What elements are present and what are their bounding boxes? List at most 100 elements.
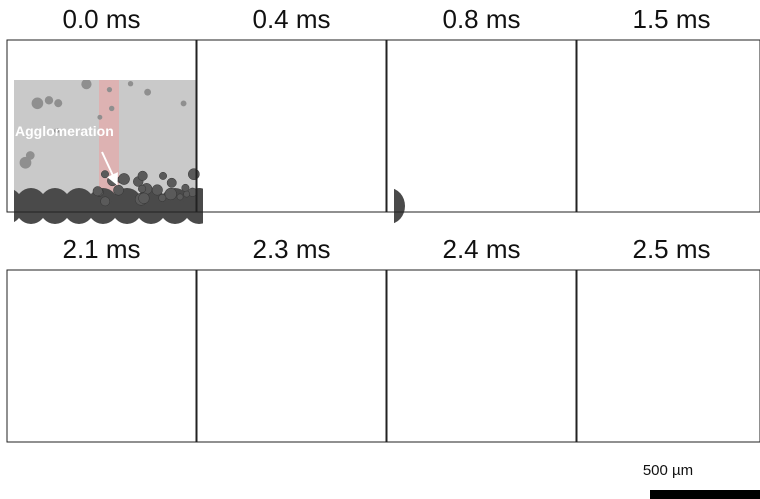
particle — [286, 54, 293, 61]
background — [197, 40, 386, 212]
panel-border — [386, 39, 577, 213]
powder-bed — [229, 418, 261, 454]
powder — [366, 193, 374, 201]
panel: Motion blur — [561, 270, 760, 454]
powder — [164, 187, 177, 201]
particle — [109, 105, 115, 112]
powder — [536, 187, 544, 195]
powder — [688, 400, 695, 407]
powder — [100, 170, 109, 179]
powder-bed — [39, 418, 71, 454]
pointer-arrow — [295, 310, 324, 320]
powder — [176, 193, 184, 201]
powder-bed — [253, 188, 285, 224]
powder — [138, 184, 147, 193]
powder — [143, 425, 153, 435]
powder — [663, 409, 674, 420]
powder-bed — [135, 418, 167, 454]
powder-bed — [563, 418, 595, 454]
powder-bed — [491, 418, 523, 454]
powder-bed — [515, 418, 547, 454]
particle — [549, 279, 560, 290]
powder — [739, 196, 747, 204]
panel-time: 2.1 ms — [62, 234, 140, 264]
panel-content — [371, 270, 595, 454]
particle — [325, 124, 331, 130]
powder — [333, 404, 342, 413]
powder-bed — [394, 188, 405, 224]
particle — [476, 73, 485, 82]
powder — [100, 196, 111, 207]
annotation: Agglomeration — [15, 123, 114, 139]
powder — [664, 174, 673, 183]
powder-bed — [633, 188, 665, 224]
powder — [554, 415, 565, 426]
powder — [380, 183, 386, 189]
powder — [323, 182, 333, 192]
powder-bed — [277, 188, 309, 224]
pointer-arrow — [101, 151, 118, 186]
powder-bed — [705, 188, 737, 224]
powder — [508, 422, 516, 430]
annotation: Melt and — [222, 92, 279, 108]
particle — [442, 350, 450, 358]
particle — [345, 372, 355, 382]
particle — [524, 336, 530, 342]
powder-bed — [87, 188, 119, 224]
powder — [686, 175, 696, 185]
particle — [625, 120, 632, 127]
particle — [127, 362, 131, 366]
particle — [54, 99, 63, 108]
powder — [506, 167, 517, 178]
powder — [356, 184, 365, 193]
particle — [696, 133, 700, 137]
particle — [471, 309, 483, 321]
background — [577, 270, 760, 442]
powder-bed — [325, 188, 357, 224]
powder-bed — [539, 418, 571, 454]
powder-bed — [681, 418, 713, 454]
panel — [371, 40, 595, 224]
powder-bed — [539, 188, 571, 224]
powder-bed — [443, 188, 475, 224]
powder-bed — [633, 418, 665, 454]
powder — [361, 170, 370, 179]
powder-bed — [729, 188, 760, 224]
powder — [520, 403, 529, 412]
panel — [561, 40, 760, 224]
powder — [675, 196, 685, 206]
powder — [717, 401, 726, 410]
particle — [174, 277, 181, 284]
powder — [340, 420, 347, 427]
powder — [482, 399, 493, 410]
panel — [0, 270, 215, 454]
background — [387, 270, 576, 442]
powder — [109, 419, 118, 428]
powder — [351, 422, 362, 433]
laser-stripe — [138, 270, 158, 442]
powder-bed — [349, 418, 381, 454]
powder — [519, 193, 528, 202]
particle — [225, 291, 230, 296]
droplet — [333, 306, 355, 328]
particle — [450, 73, 460, 83]
powder — [373, 182, 382, 191]
powder — [499, 408, 506, 415]
powder — [741, 178, 748, 185]
powder — [672, 425, 683, 436]
powder — [379, 424, 390, 435]
powder — [170, 405, 181, 416]
powder-bed — [159, 418, 191, 454]
panel-border — [576, 269, 760, 443]
powder — [729, 418, 740, 429]
panel-border — [386, 269, 577, 443]
powder-bed — [253, 418, 285, 454]
powder — [159, 171, 167, 180]
powder — [505, 180, 511, 186]
particle — [527, 132, 533, 138]
laser-stripe — [474, 40, 494, 212]
powder — [308, 185, 317, 194]
particle — [419, 156, 428, 165]
powder — [113, 184, 124, 196]
